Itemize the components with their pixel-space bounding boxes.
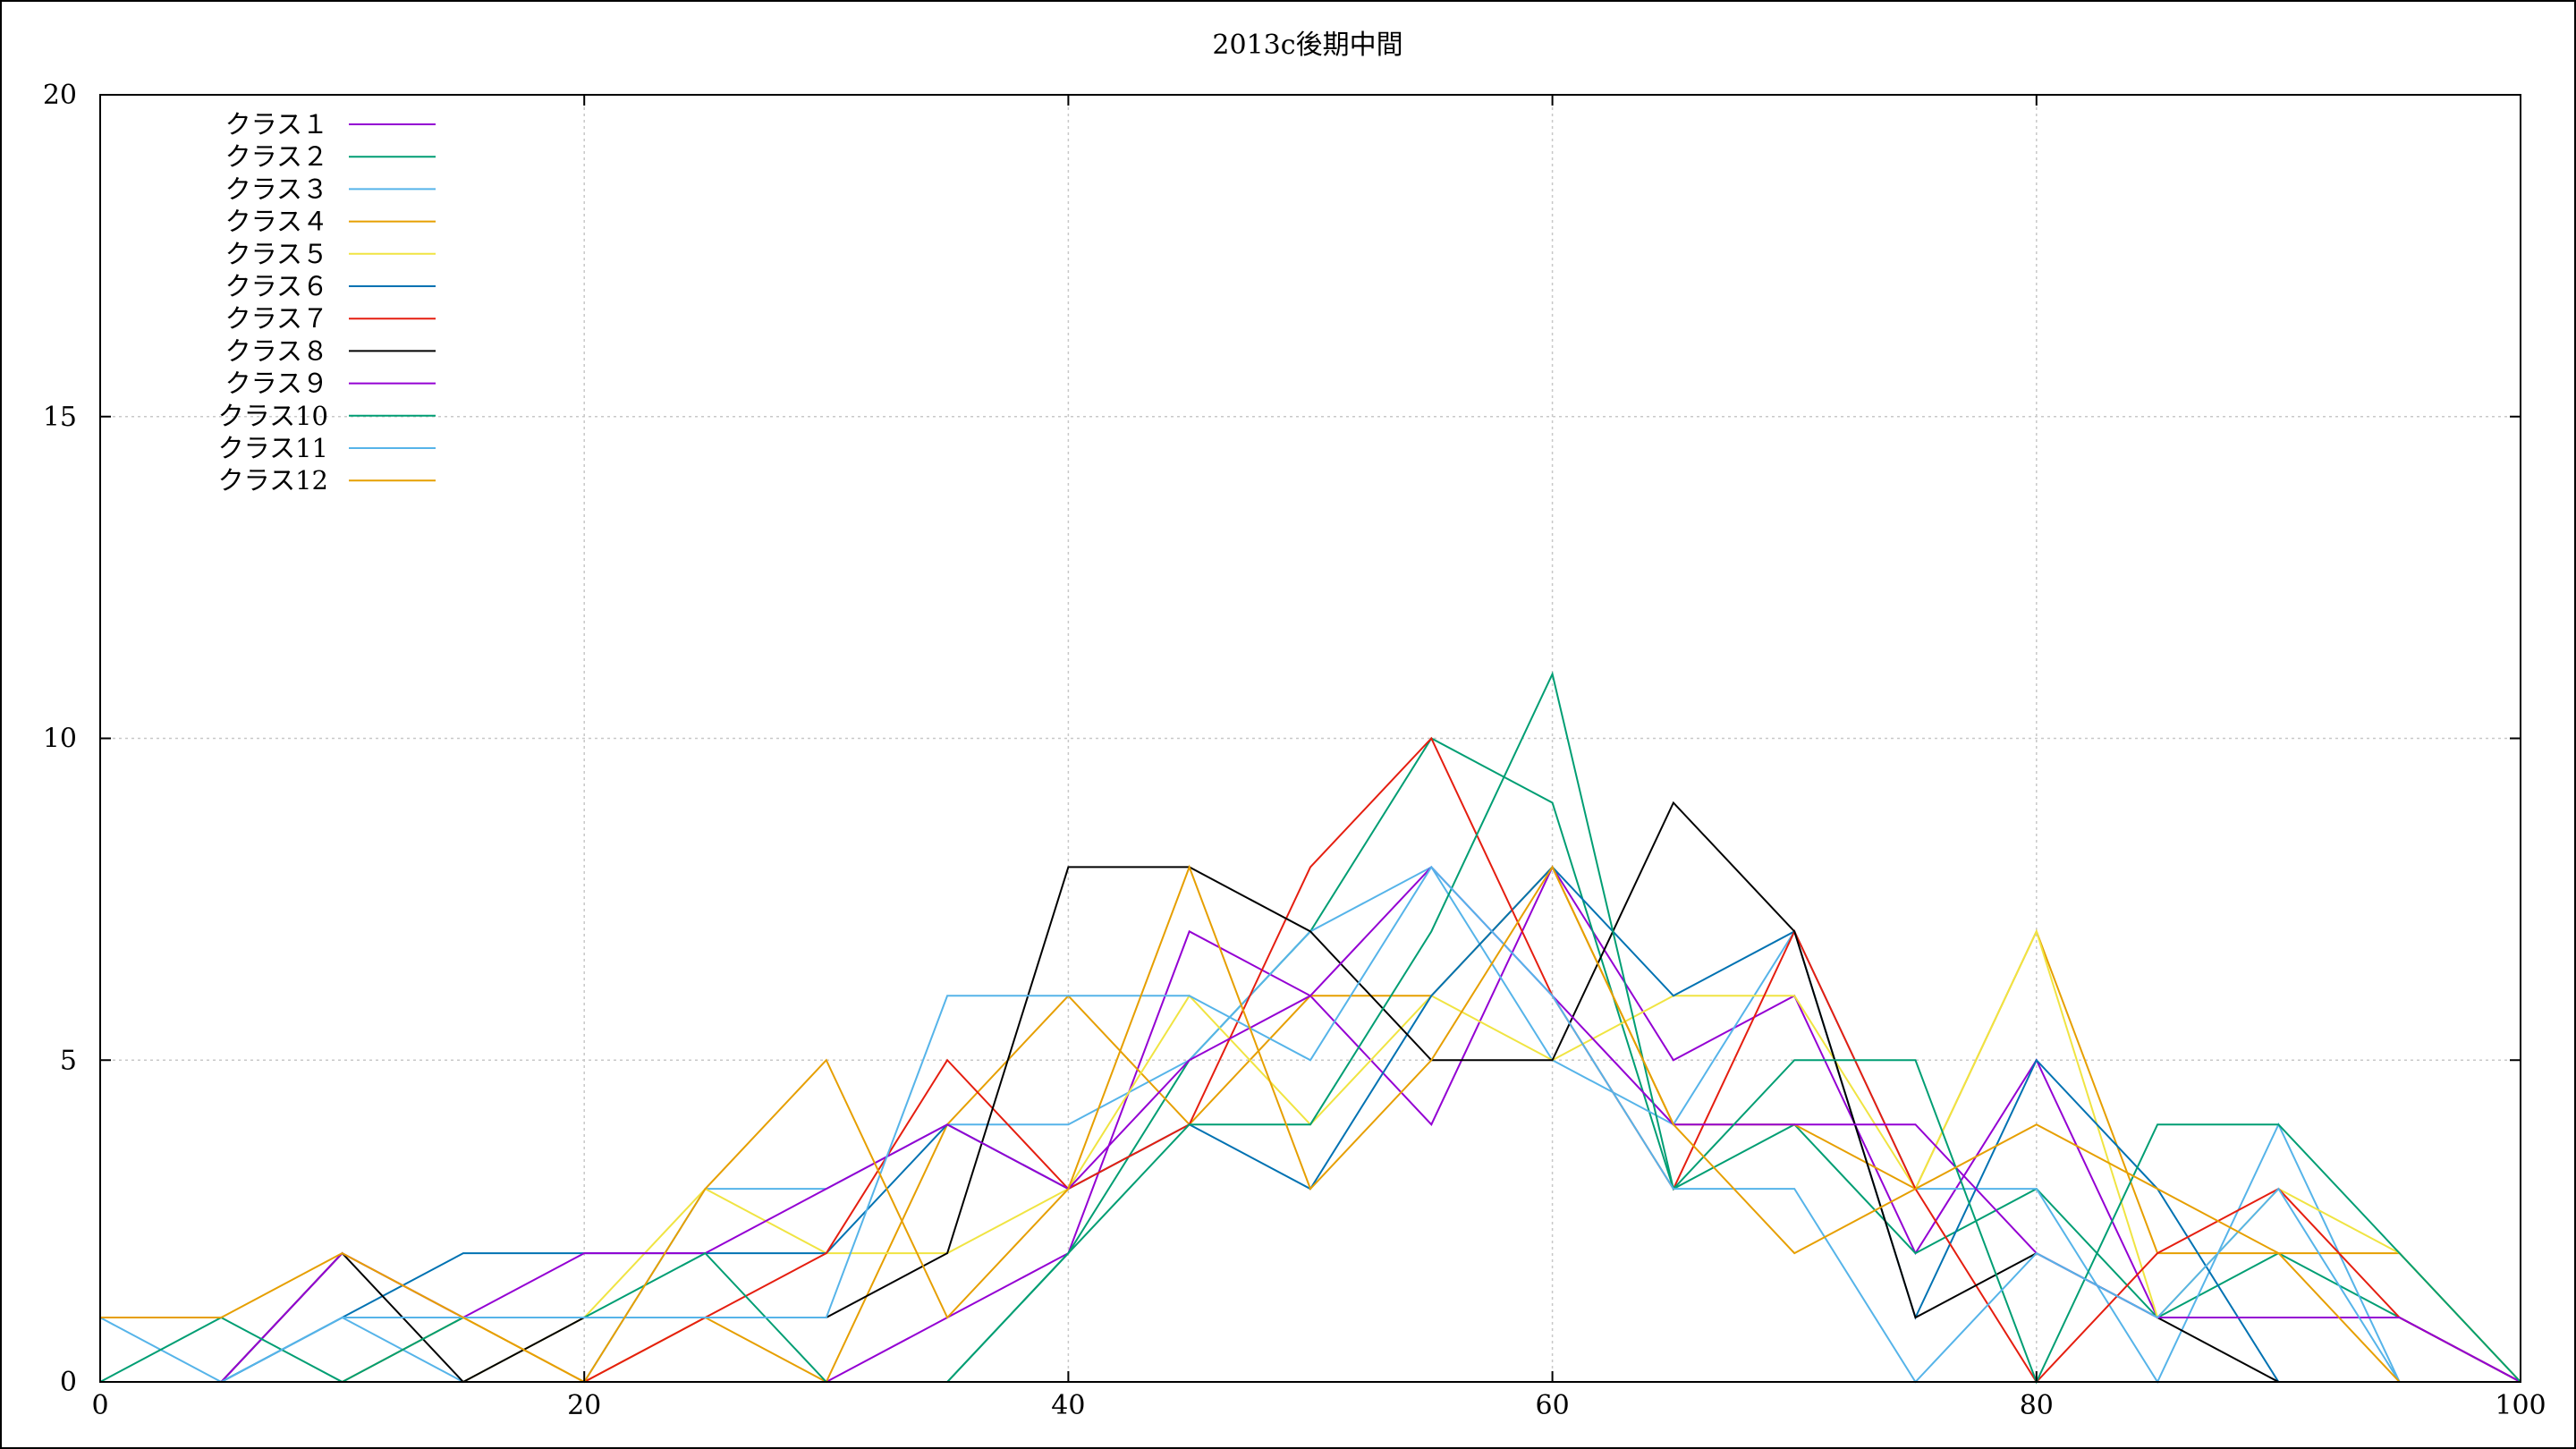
legend-label-3: クラス３ bbox=[225, 174, 328, 204]
legend-label-10: クラス10 bbox=[218, 401, 328, 431]
x-tick-label: 20 bbox=[567, 1390, 601, 1421]
y-tick-label: 0 bbox=[60, 1367, 77, 1398]
legend-label-7: クラス７ bbox=[225, 303, 328, 334]
x-tick-label: 80 bbox=[2020, 1390, 2054, 1421]
y-tick-label: 15 bbox=[43, 402, 77, 433]
legend: クラス１クラス２クラス３クラス４クラス５クラス６クラス７クラス８クラス９クラス1… bbox=[218, 109, 436, 496]
legend-label-11: クラス11 bbox=[218, 433, 328, 463]
legend-label-6: クラス６ bbox=[225, 271, 328, 301]
x-tick-label: 60 bbox=[1536, 1390, 1570, 1421]
series-line-11 bbox=[100, 865, 2521, 1384]
legend-label-1: クラス１ bbox=[225, 109, 328, 140]
legend-label-2: クラス２ bbox=[225, 141, 328, 172]
x-tick-label: 0 bbox=[91, 1390, 108, 1421]
legend-label-4: クラス４ bbox=[225, 207, 328, 237]
legend-label-12: クラス12 bbox=[218, 465, 328, 496]
series-line-12 bbox=[100, 864, 2521, 1384]
legend-label-8: クラス８ bbox=[225, 335, 328, 366]
legend-label-5: クラス５ bbox=[225, 239, 328, 269]
axes: 0 20 40 60 80 100 0 5 10 15 20 bbox=[43, 80, 2546, 1421]
y-tick-label: 5 bbox=[60, 1045, 77, 1076]
legend-label-9: クラス９ bbox=[225, 369, 328, 399]
x-tick-label: 100 bbox=[2495, 1390, 2546, 1421]
y-tick-label: 10 bbox=[43, 724, 77, 755]
series-group bbox=[99, 671, 2521, 1385]
y-tick-label: 20 bbox=[43, 80, 77, 111]
x-tick-label: 40 bbox=[1051, 1390, 1085, 1421]
chart-title: 2013c後期中間 bbox=[1212, 30, 1402, 61]
